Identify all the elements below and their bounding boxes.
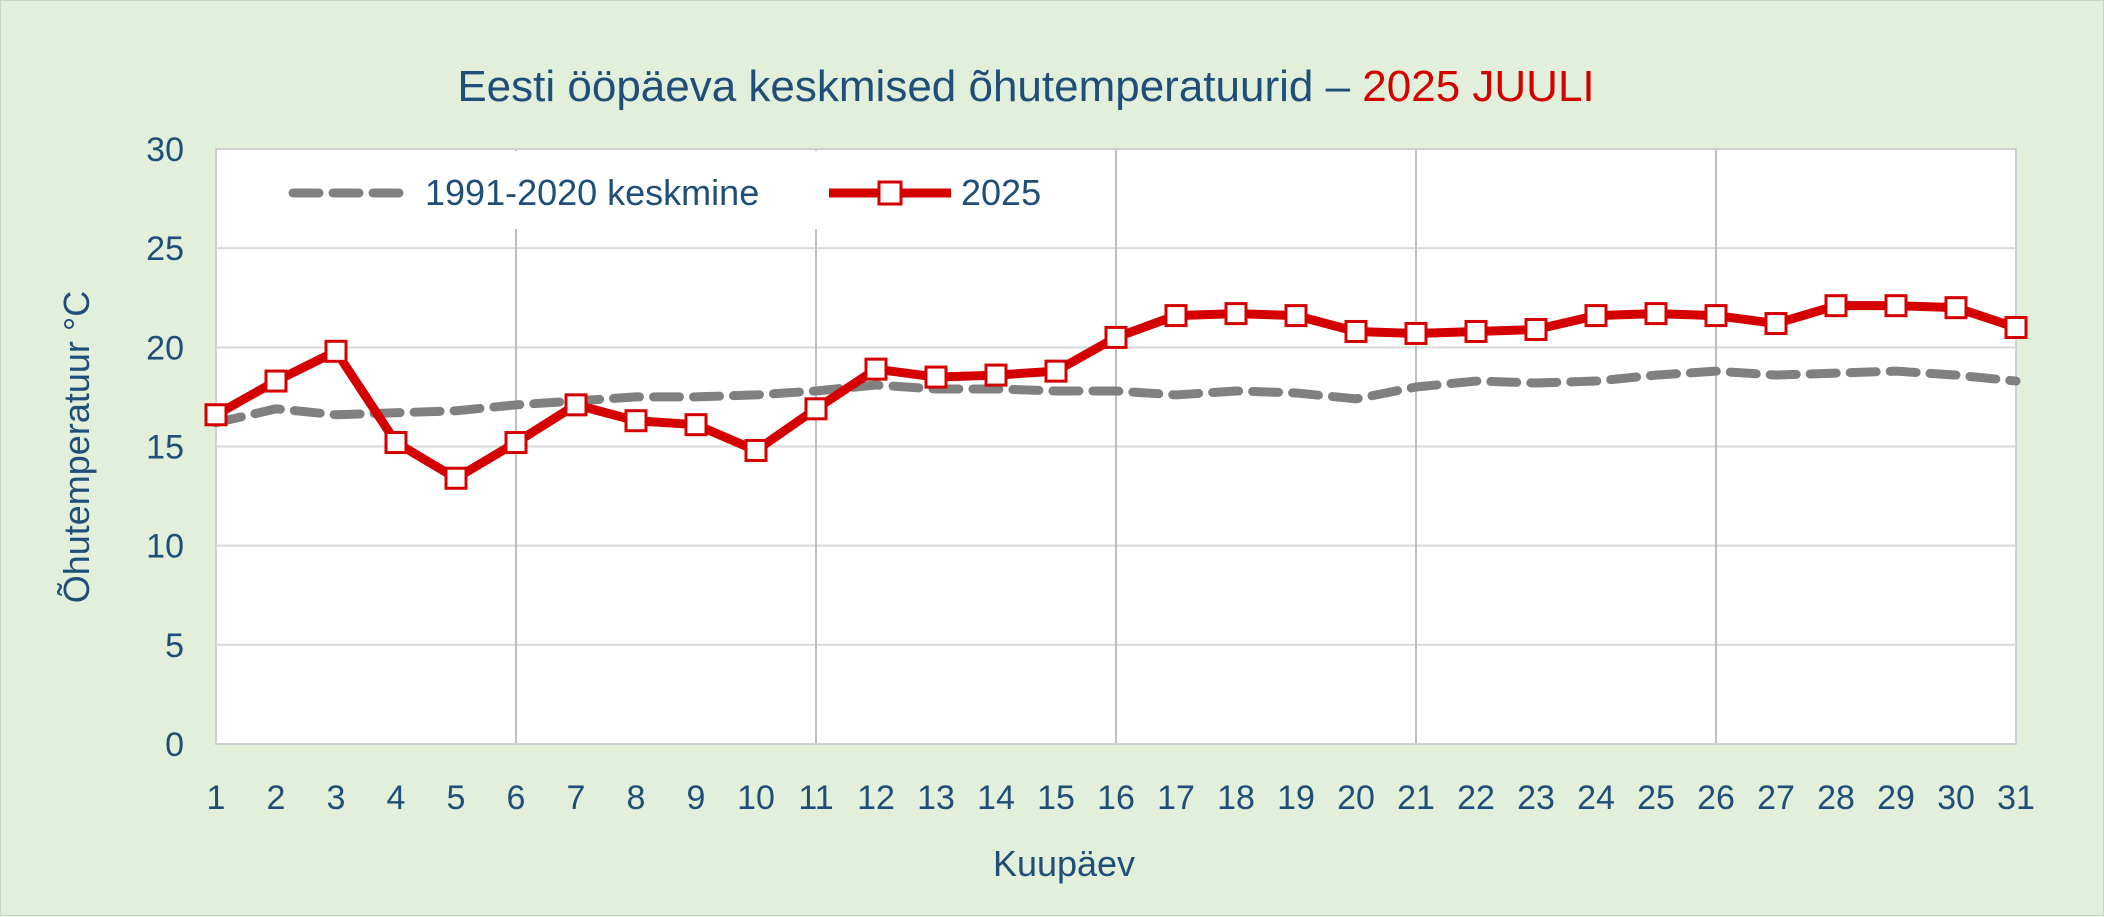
x-tick-label: 27 bbox=[1757, 779, 1795, 817]
x-tick-label: 5 bbox=[447, 779, 466, 817]
chart-title-main: Eesti ööpäeva keskmised õhutemperatuurid… bbox=[457, 62, 1362, 111]
x-axis-label: Kuupäev bbox=[993, 843, 1135, 884]
x-tick-label: 16 bbox=[1097, 779, 1135, 817]
x-tick-label: 29 bbox=[1877, 779, 1915, 817]
series-line-baseline bbox=[211, 366, 2021, 428]
data-point-2025 bbox=[804, 397, 828, 421]
y-tick-label: 0 bbox=[165, 726, 184, 764]
data-point-2025 bbox=[684, 413, 708, 437]
x-tick-label: 17 bbox=[1157, 779, 1195, 817]
data-point-2025 bbox=[324, 339, 348, 363]
data-point-2025 bbox=[1404, 321, 1428, 345]
data-point-2025 bbox=[204, 403, 228, 427]
x-tick-label: 6 bbox=[507, 779, 526, 817]
y-tick-label: 30 bbox=[146, 131, 184, 169]
plot-border bbox=[215, 148, 2017, 745]
chart-title-highlight: 2025 JUULI bbox=[1362, 62, 1594, 111]
data-point-2025 bbox=[2004, 316, 2028, 339]
series-layer bbox=[204, 294, 2028, 490]
data-point-2025 bbox=[1344, 319, 1368, 343]
y-tick-label: 20 bbox=[146, 329, 184, 367]
x-tick-label: 28 bbox=[1817, 779, 1855, 817]
x-tick-label: 12 bbox=[857, 779, 895, 817]
data-point-2025 bbox=[504, 431, 528, 455]
data-point-2025 bbox=[1824, 294, 1848, 318]
y-axis-ticks: 0 5 10 15 20 25 30 bbox=[146, 131, 184, 764]
x-tick-label: 15 bbox=[1037, 779, 1075, 817]
x-tick-label: 23 bbox=[1517, 779, 1555, 817]
x-tick-label: 1 bbox=[207, 779, 226, 817]
x-tick-label: 24 bbox=[1577, 779, 1615, 817]
data-point-2025 bbox=[1044, 359, 1068, 383]
x-tick-label: 7 bbox=[567, 779, 586, 817]
x-tick-label: 2 bbox=[267, 779, 286, 817]
data-point-2025 bbox=[1224, 302, 1248, 326]
x-tick-label: 31 bbox=[1997, 779, 2035, 817]
chart-title: Eesti ööpäeva keskmised õhutemperatuurid… bbox=[457, 62, 1594, 111]
data-point-2025 bbox=[1644, 302, 1668, 326]
x-tick-label: 14 bbox=[977, 779, 1015, 817]
gridlines bbox=[215, 148, 2017, 745]
x-tick-label: 13 bbox=[917, 779, 955, 817]
data-point-2025 bbox=[564, 393, 588, 417]
x-tick-label: 4 bbox=[387, 779, 406, 817]
x-tick-label: 20 bbox=[1337, 779, 1375, 817]
data-point-2025 bbox=[1584, 304, 1608, 328]
x-tick-label: 11 bbox=[798, 779, 833, 817]
data-point-2025 bbox=[1704, 304, 1728, 328]
x-tick-label: 3 bbox=[327, 779, 346, 817]
data-point-2025 bbox=[624, 409, 648, 433]
legend: 1991-2020 keskmine 2025 bbox=[263, 151, 1063, 229]
y-tick-label: 25 bbox=[146, 230, 184, 268]
data-point-2025 bbox=[1104, 325, 1128, 349]
data-point-2025 bbox=[1944, 296, 1968, 320]
legend-marker-2025 bbox=[877, 180, 903, 206]
data-point-2025 bbox=[744, 438, 768, 462]
x-tick-label: 8 bbox=[627, 779, 646, 817]
data-point-2025 bbox=[1524, 317, 1548, 341]
data-point-2025 bbox=[264, 369, 288, 393]
x-tick-label: 21 bbox=[1397, 779, 1435, 817]
data-point-2025 bbox=[384, 431, 408, 455]
data-point-2025 bbox=[924, 365, 948, 389]
x-tick-label: 19 bbox=[1277, 779, 1315, 817]
x-tick-label: 9 bbox=[687, 779, 706, 817]
x-axis-ticks: 1 2 3 4 5 6 7 8 9 10 11 12 13 14 15 16 17 18 19 20 21 22 23 24 2… bbox=[207, 779, 2035, 817]
x-tick-label: 22 bbox=[1457, 779, 1495, 817]
data-point-2025 bbox=[1884, 294, 1908, 318]
data-point-2025 bbox=[444, 466, 468, 490]
x-tick-label: 30 bbox=[1937, 779, 1975, 817]
y-axis-label: Õhutemperatuur °C bbox=[56, 291, 97, 604]
data-point-2025 bbox=[1464, 319, 1488, 343]
y-tick-label: 15 bbox=[146, 429, 184, 467]
data-point-2025 bbox=[984, 363, 1008, 387]
data-point-2025 bbox=[1284, 304, 1308, 328]
x-tick-label: 26 bbox=[1697, 779, 1735, 817]
legend-label-baseline: 1991-2020 keskmine bbox=[425, 172, 759, 213]
data-point-2025 bbox=[1764, 312, 1788, 336]
y-tick-label: 5 bbox=[165, 627, 184, 665]
data-point-2025 bbox=[864, 357, 888, 381]
x-tick-label: 18 bbox=[1217, 779, 1255, 817]
x-tick-label: 25 bbox=[1637, 779, 1675, 817]
x-tick-label: 10 bbox=[737, 779, 775, 817]
y-tick-label: 10 bbox=[146, 528, 184, 566]
data-point-2025 bbox=[1164, 304, 1188, 328]
legend-label-2025: 2025 bbox=[961, 172, 1041, 213]
